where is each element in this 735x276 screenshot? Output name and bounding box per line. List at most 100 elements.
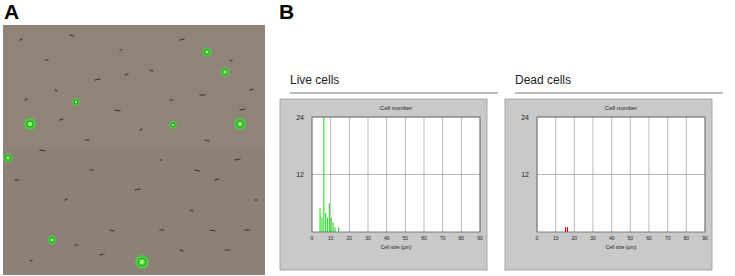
chart-box bbox=[280, 99, 487, 270]
plot-area bbox=[312, 117, 480, 232]
histogram-bar bbox=[567, 227, 568, 232]
title-rule bbox=[515, 93, 723, 94]
x-axis-label: Cell size (µm) bbox=[606, 244, 637, 250]
x-tick-label: 70 bbox=[665, 235, 671, 241]
debris bbox=[100, 254, 104, 255]
live-cell bbox=[223, 70, 228, 75]
live-cell-glow bbox=[23, 117, 37, 131]
live-cell bbox=[237, 121, 243, 127]
bars bbox=[565, 227, 568, 232]
live-cell-glow bbox=[72, 98, 81, 107]
histogram-bar bbox=[323, 117, 324, 232]
debris bbox=[180, 250, 183, 251]
x-tick-label: 90 bbox=[477, 235, 483, 241]
x-tick-label: 70 bbox=[440, 235, 446, 241]
histogram-bar bbox=[325, 213, 326, 232]
live-cell-glow bbox=[220, 67, 231, 78]
live-cell bbox=[27, 121, 33, 127]
debris bbox=[190, 210, 193, 211]
x-tick-label: 50 bbox=[403, 235, 409, 241]
x-tick-label: 40 bbox=[609, 235, 615, 241]
debris bbox=[55, 90, 57, 91]
debris bbox=[215, 179, 219, 180]
live-cell bbox=[6, 156, 11, 161]
histogram-bar bbox=[327, 218, 328, 232]
y-tick-label: 12 bbox=[296, 171, 304, 178]
debris bbox=[90, 169, 93, 170]
debris bbox=[180, 39, 184, 40]
x-tick-label: 60 bbox=[421, 235, 427, 241]
debris bbox=[250, 89, 253, 90]
x-tick-label: 10 bbox=[553, 235, 559, 241]
debris bbox=[45, 59, 48, 60]
plot-frame bbox=[537, 117, 705, 232]
x-tick-label: 30 bbox=[365, 235, 371, 241]
x-tick-label: 80 bbox=[684, 235, 690, 241]
debris bbox=[160, 229, 164, 230]
live-cell bbox=[50, 238, 55, 243]
debris bbox=[160, 159, 162, 160]
debris bbox=[20, 39, 22, 40]
live-cell bbox=[74, 100, 78, 104]
y-tick-label: 24 bbox=[521, 114, 529, 121]
debris bbox=[230, 60, 232, 61]
debris bbox=[60, 119, 63, 120]
debris bbox=[140, 129, 142, 130]
plot-frame bbox=[312, 117, 480, 232]
debris bbox=[225, 249, 230, 250]
live-cell-glow bbox=[169, 121, 178, 130]
debris bbox=[110, 230, 114, 231]
chart-box bbox=[505, 99, 712, 270]
debris bbox=[235, 159, 240, 160]
live-cell-glow bbox=[233, 117, 247, 131]
debris bbox=[120, 49, 122, 50]
debris bbox=[15, 179, 19, 180]
figure: ABLive cellsCell number01020304050607080… bbox=[0, 0, 735, 276]
panel-label: A bbox=[4, 0, 19, 23]
histogram-bar bbox=[319, 208, 320, 232]
debris bbox=[205, 140, 209, 141]
histogram-chart: Dead cells Cell number 0 10 20 30 40 50 60 70 80 90… bbox=[505, 73, 723, 270]
x-axis-label: Cell size (µm) bbox=[381, 244, 412, 250]
x-tick-label: 20 bbox=[572, 235, 578, 241]
chart-title: Live cells bbox=[290, 73, 339, 87]
debris bbox=[40, 150, 45, 151]
debris bbox=[65, 199, 67, 200]
x-tick-label: 90 bbox=[702, 235, 708, 241]
y-grid-line bbox=[312, 174, 480, 175]
debris bbox=[30, 260, 32, 261]
debris bbox=[210, 230, 215, 231]
x-tick-label: 50 bbox=[628, 235, 634, 241]
histogram-bar bbox=[338, 227, 339, 232]
x-tick-label: 30 bbox=[590, 235, 596, 241]
debris bbox=[95, 79, 100, 80]
debris bbox=[75, 244, 78, 245]
debris bbox=[200, 94, 205, 95]
x-tick-label: 0 bbox=[311, 235, 314, 241]
histogram-bar bbox=[321, 218, 322, 232]
histogram-bar bbox=[565, 227, 566, 232]
x-tick-label: 0 bbox=[536, 235, 539, 241]
histogram-bar bbox=[331, 218, 332, 232]
debris bbox=[25, 99, 27, 100]
micrograph-shade bbox=[3, 25, 265, 150]
micrograph bbox=[3, 25, 265, 275]
debris bbox=[255, 199, 257, 200]
histogram-bar bbox=[329, 203, 330, 232]
live-cell-glow bbox=[202, 47, 213, 58]
debris bbox=[85, 139, 89, 140]
x-tick-label: 60 bbox=[646, 235, 652, 241]
x-tick-label: 10 bbox=[328, 235, 334, 241]
chart-title: Dead cells bbox=[515, 73, 571, 87]
y-axis-label: Cell number bbox=[605, 105, 637, 111]
debris bbox=[150, 70, 153, 71]
debris bbox=[245, 229, 250, 230]
live-cell bbox=[171, 123, 175, 127]
plot-area bbox=[537, 117, 705, 232]
histogram-bar bbox=[334, 227, 335, 232]
debris bbox=[135, 189, 140, 190]
micrograph-bg bbox=[3, 25, 265, 275]
x-tick-label: 40 bbox=[384, 235, 390, 241]
live-cell-glow bbox=[134, 254, 150, 270]
bars bbox=[319, 117, 339, 232]
